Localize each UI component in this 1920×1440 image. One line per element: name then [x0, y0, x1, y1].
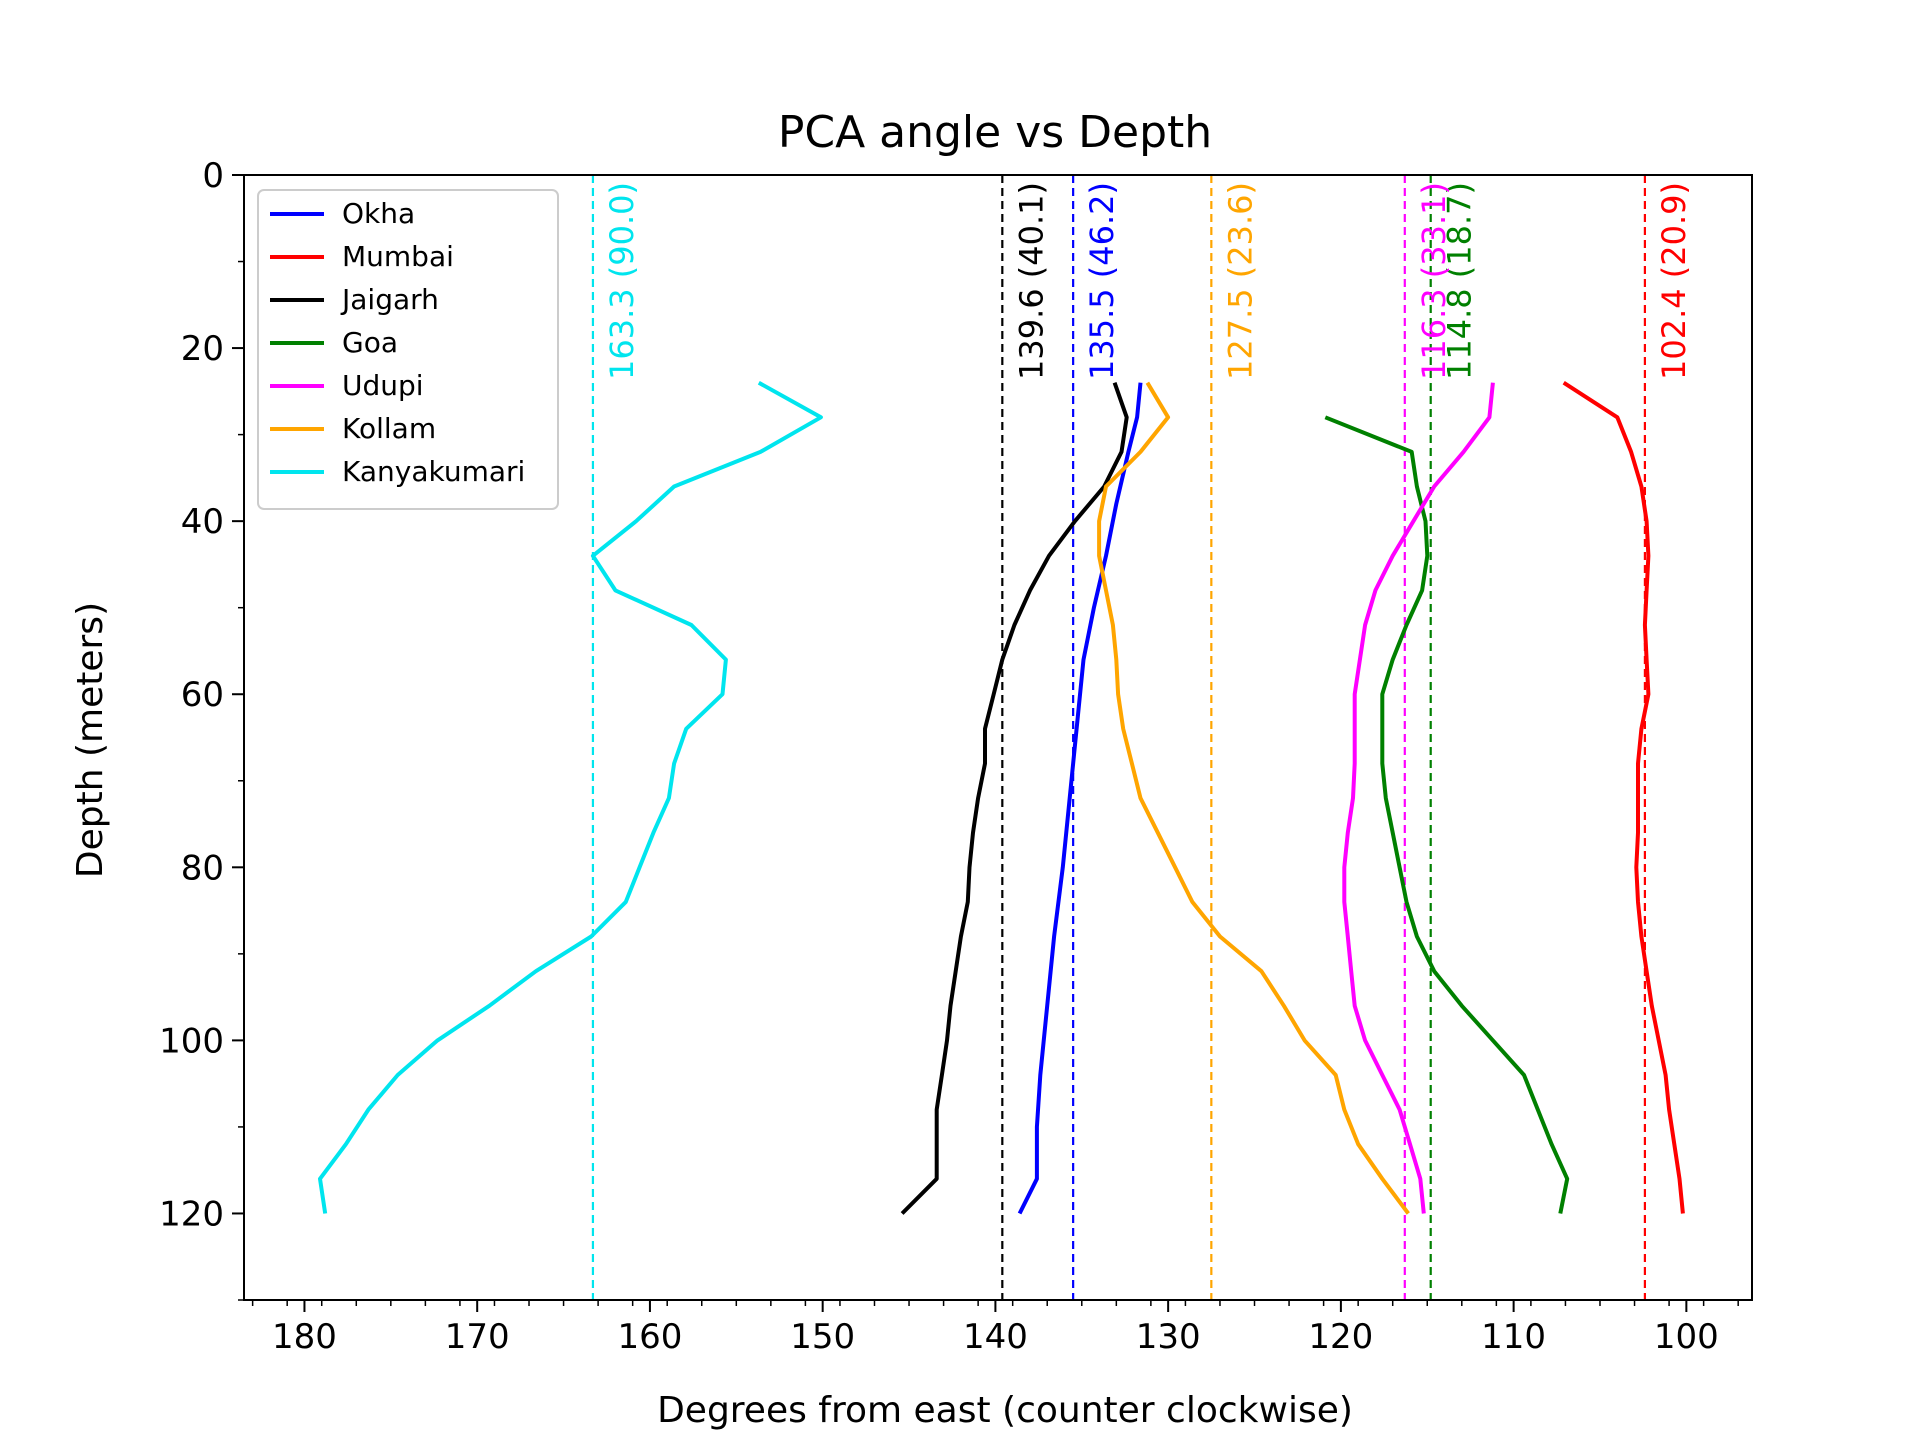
x-tick-label: 100	[1654, 1317, 1719, 1357]
legend-label-kanyakumari: Kanyakumari	[342, 455, 525, 488]
annotation-udupi: 116.3 (33.1)	[1415, 182, 1453, 380]
legend-label-mumbai: Mumbai	[342, 240, 454, 273]
legend-box	[257, 189, 559, 510]
annotation-kanyakumari: 163.3 (90.0)	[603, 182, 641, 380]
y-tick-label: 120	[159, 1194, 224, 1234]
series-line-jaigarh	[900, 382, 1129, 1215]
series-line-udupi	[1342, 382, 1495, 1214]
legend-label-udupi: Udupi	[342, 369, 424, 402]
legend-label-kollam: Kollam	[342, 412, 436, 445]
y-tick-label: 0	[202, 156, 224, 196]
x-tick-label: 160	[617, 1317, 682, 1357]
legend-label-jaigarh: Jaigarh	[340, 283, 439, 316]
annotation-kollam: 127.5 (23.6)	[1221, 182, 1259, 380]
series-line-okha	[1017, 382, 1143, 1215]
series-line-kollam	[1097, 381, 1410, 1215]
annotation-mumbai: 102.4 (20.9)	[1655, 182, 1693, 380]
y-tick-label: 60	[181, 675, 224, 715]
y-tick-label: 100	[159, 1021, 224, 1061]
series-line-mumbai	[1562, 381, 1685, 1214]
x-tick-label: 130	[1136, 1317, 1201, 1357]
legend: Okha Mumbai Jaigarh Goa Udupi Kollam Kanyakuma…	[257, 189, 559, 510]
x-tick-label: 120	[1308, 1317, 1373, 1357]
x-tick-label: 180	[272, 1317, 337, 1357]
x-axis-label: Degrees from east (counter clockwise)	[657, 1390, 1353, 1431]
annotation-okha: 135.5 (46.2)	[1083, 182, 1121, 380]
x-tick-label: 140	[963, 1317, 1028, 1357]
annotation-goa: 114.8 (18.7)	[1441, 182, 1479, 380]
y-tick-label: 20	[181, 329, 224, 369]
y-tick-label: 40	[181, 502, 224, 542]
legend-label-goa: Goa	[342, 326, 398, 359]
axes-frame	[243, 174, 1753, 1301]
y-tick-label: 80	[181, 848, 224, 888]
x-tick-label: 150	[790, 1317, 855, 1357]
annotation-jaigarh: 139.6 (40.1)	[1012, 182, 1050, 380]
y-axis-label: Depth (meters)	[70, 602, 111, 878]
x-tick-label: 170	[445, 1317, 510, 1357]
chart-title: PCA angle vs Depth	[778, 107, 1212, 158]
plot-area: 135.5 (46.2) 102.4 (20.9) 139.6 (40.1) 114.…	[159, 156, 1753, 1357]
series-line-goa	[1324, 415, 1570, 1214]
legend-label-okha: Okha	[342, 197, 415, 230]
x-tick-label: 110	[1481, 1317, 1546, 1357]
series-line-kanyakumari	[318, 380, 823, 1214]
